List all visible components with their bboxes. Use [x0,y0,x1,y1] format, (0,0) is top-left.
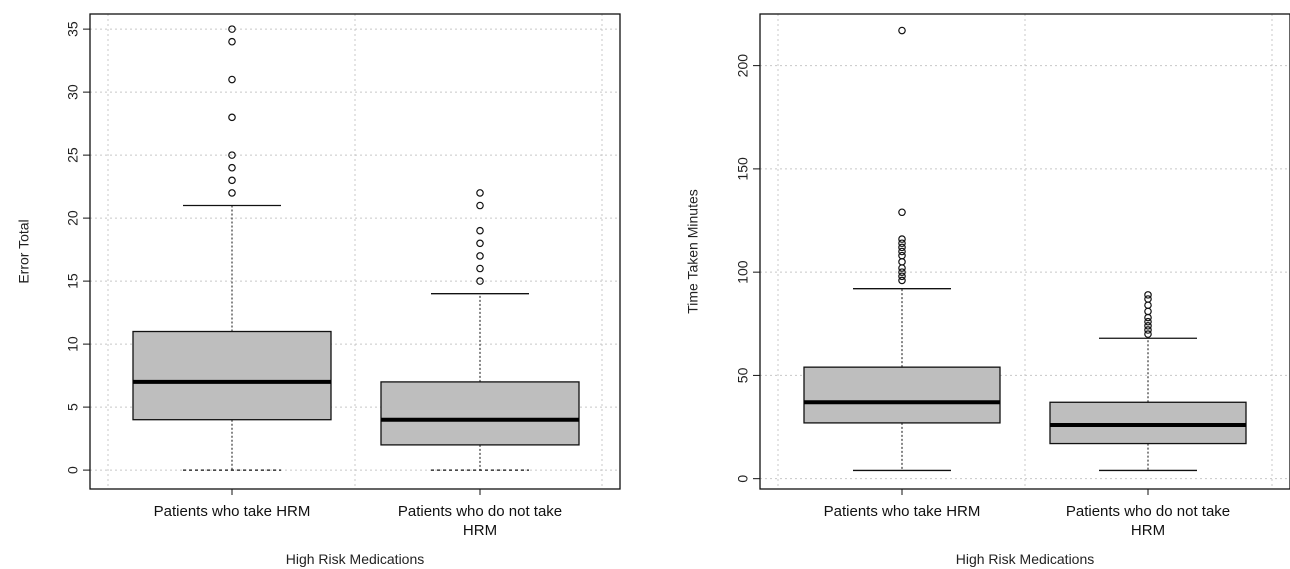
outlier-point [1144,301,1152,309]
box-iqr [380,381,580,446]
x-category-label: Patients who do not take HRM [1066,503,1230,539]
outlier-point [1144,313,1152,322]
y-tick-label: 10 [65,336,81,352]
box-iqr [1049,401,1247,445]
box-iqr [132,330,332,421]
outlier-point [476,201,484,210]
plot-frame [89,13,621,490]
outlier-point [898,26,906,35]
y-axis-title: Time Taken Minutes [685,189,701,314]
x-category-label: Patients who take HRM [154,503,311,520]
outlier-point [898,272,906,281]
y-tick-label: 0 [65,466,81,474]
box-1 [132,25,332,471]
outlier-point [1144,317,1152,326]
y-tick-label: 30 [65,84,81,100]
box-1 [803,26,1001,472]
y-tick-label: 100 [735,260,751,284]
outlier-point [476,277,484,285]
x-axis-title: High Risk Medications [956,551,1095,567]
outlier-point [228,163,236,172]
y-tick-label: 25 [65,147,81,163]
outlier-point [898,235,906,243]
box-2 [1049,291,1247,472]
chart-panel-2: 0 50 100 150 200 Time Taken Minutes High Risk … [685,13,1290,567]
outlier-point [1144,322,1152,330]
outlier-point [228,113,236,122]
y-tick-label: 20 [65,210,81,226]
outlier-point [228,25,236,33]
outlier-point [898,239,906,248]
outlier-point [228,176,236,185]
box-iqr [803,366,1001,424]
outlier-point [1144,330,1152,338]
x-axis-title: High Risk Medications [286,551,425,567]
chart-panel-1: 0 5 10 15 20 25 30 35 Error Total High Risk Medic… [16,13,621,567]
y-tick-label: 150 [735,157,751,181]
outlier-point [476,264,484,273]
outlier-point [1144,291,1152,299]
y-tick-label: 15 [65,273,81,289]
y-tick-label: 200 [735,54,751,78]
outlier-point [898,258,906,266]
y-tick-label: 0 [735,475,751,483]
outlier-point [898,247,906,256]
box-2 [380,189,580,471]
y-tick-label: 35 [65,21,81,37]
outlier-point [476,226,484,235]
outlier-point [898,276,906,285]
y-axis-title: Error Total [16,219,32,283]
x-category-label: Patients who take HRM [824,503,981,520]
outlier-point [898,243,906,252]
outlier-point [476,189,484,197]
outlier-point [1144,307,1152,316]
outlier-point [476,239,484,248]
outlier-point [898,268,906,276]
outlier-point [898,208,906,217]
plot-frame [759,13,1290,490]
outlier-point [476,252,484,260]
x-category-label: Patients who do not take HRM [398,503,562,539]
outlier-point [228,189,236,197]
outlier-point [228,151,236,159]
outlier-point [898,251,906,260]
outlier-point [898,264,906,272]
outlier-point [228,37,236,46]
outlier-point [1144,326,1152,334]
y-tick-label: 50 [735,367,751,383]
outlier-point [228,75,236,84]
y-tick-label: 5 [65,403,81,411]
outlier-point [1144,295,1152,303]
